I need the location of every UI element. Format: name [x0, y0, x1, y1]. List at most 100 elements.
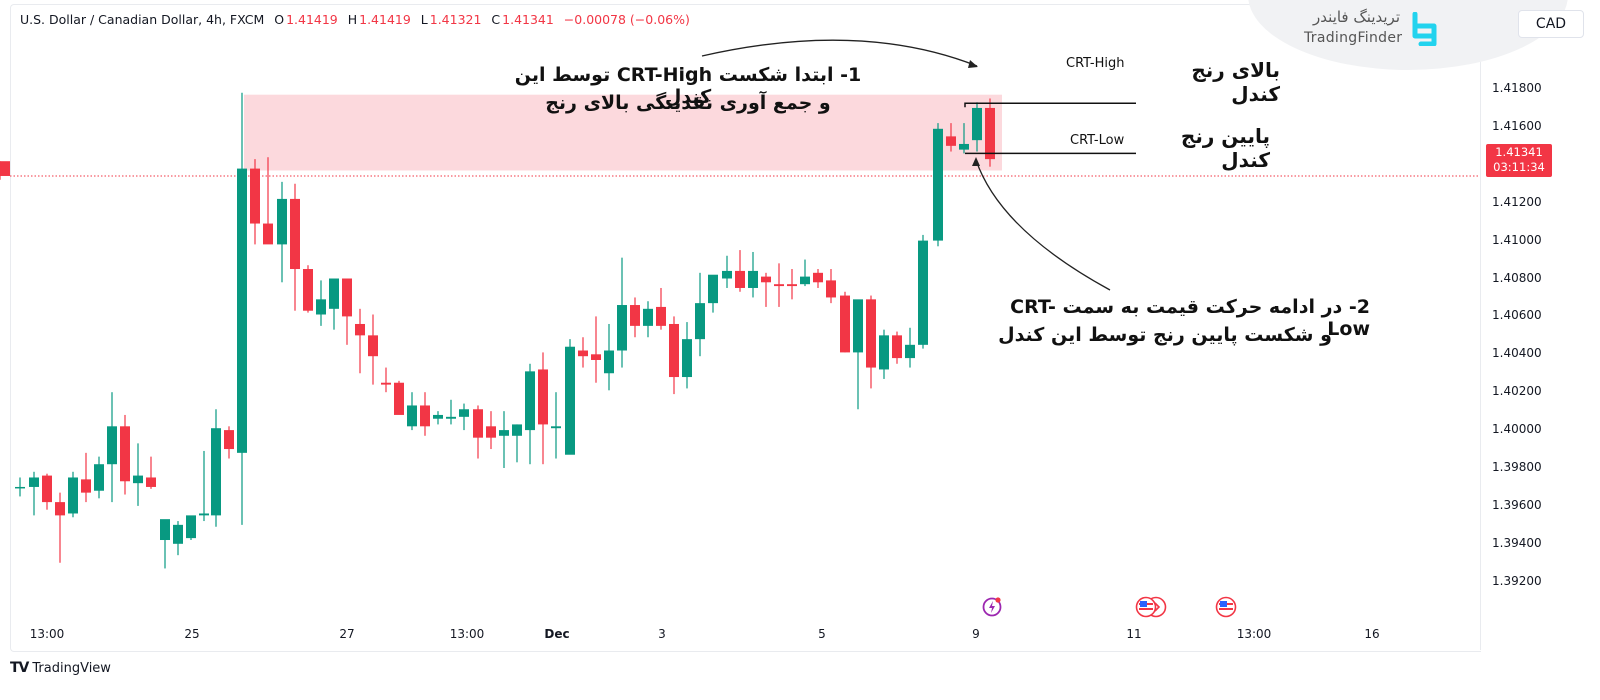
watermark-en-text: TradingFinder [1304, 30, 1403, 46]
arrow-1-head [968, 60, 978, 68]
tradingfinder-logo: تریدینگ فایندر TradingFinder [1300, 8, 1440, 48]
candle-body [840, 295, 850, 353]
event-icon-lightning[interactable] [982, 596, 1002, 617]
high-label: H [347, 12, 358, 27]
symbol-legend: U.S. Dollar / Canadian Dollar, 4h, FXCM … [20, 12, 692, 27]
candle-body [892, 335, 902, 359]
candle-body [800, 276, 810, 285]
candle-body [630, 305, 640, 326]
annotation-1-line-1: 1- ابتدا شکست CRT-High توسط این کندل [514, 64, 862, 108]
price-axis[interactable] [1480, 4, 1591, 650]
candle-body [29, 477, 39, 487]
candle-body [813, 272, 823, 283]
candle-body [565, 346, 575, 455]
candle-body [173, 524, 183, 544]
candle-body [853, 299, 863, 353]
candle-body [905, 344, 915, 359]
candle-body [250, 168, 260, 224]
candle-body [68, 477, 78, 514]
candle-body [381, 382, 391, 385]
annotation-2-line-2: و شکست پایین رنج توسط این کندل [998, 324, 1332, 346]
candle-body [459, 409, 469, 417]
candle-body [303, 269, 313, 311]
candle-body [433, 414, 443, 419]
candle-body [107, 426, 117, 465]
event-icon-us-flag-2[interactable] [1214, 596, 1237, 618]
candle-body [643, 308, 653, 326]
arrow-1-curve [701, 39, 978, 67]
candle-body [146, 477, 156, 487]
candle-body [133, 475, 143, 484]
candle-body [55, 502, 65, 516]
candle-body [787, 284, 797, 287]
y-tick-label: 1.39600 [1492, 497, 1542, 512]
annotation-1-line-2: و جمع آوری نقدینگی بالای رنج [545, 92, 831, 114]
annotation-2-line-1: 2- در ادامه حرکت قیمت به سمت CRT-Low [1010, 296, 1370, 340]
candle-body [15, 486, 25, 489]
candle-body [985, 107, 995, 160]
y-tick-label: 1.40000 [1492, 422, 1542, 437]
x-tick-label: 9 [972, 627, 980, 641]
currency-button[interactable]: CAD [1518, 10, 1584, 38]
candle-body [512, 424, 522, 436]
bar-countdown: 03:11:34 [1493, 160, 1545, 174]
candle-body [735, 270, 745, 288]
candle-body [972, 107, 982, 141]
candle-body [933, 128, 943, 241]
tradingview-logo[interactable]: TV TradingView [10, 660, 111, 676]
y-tick-label: 1.39400 [1492, 535, 1542, 550]
tradingfinder-icon [1412, 12, 1437, 46]
lightning-icon [982, 597, 1002, 617]
y-tick-label: 1.41000 [1492, 232, 1542, 247]
crt-low-label: CRT-Low [1070, 133, 1125, 148]
candle-body [682, 339, 692, 378]
candle-body [342, 278, 352, 317]
candle-body [525, 371, 535, 431]
candle-body [94, 464, 104, 491]
tradingview-icon: TV [10, 660, 29, 676]
candle-body [211, 428, 221, 516]
x-tick-label: 13:00 [29, 627, 65, 641]
x-tick-label: 27 [339, 627, 355, 641]
candle-body [748, 270, 758, 288]
x-tick-label: Dec [544, 627, 570, 641]
crt-high-fa-label: بالای رنج کندل [1191, 58, 1280, 106]
candle-body [578, 350, 588, 357]
y-tick-label: 1.41600 [1492, 118, 1542, 133]
y-tick-label: 1.39200 [1492, 573, 1542, 588]
candle-body [918, 240, 928, 345]
event-icon-us-flag-1[interactable] [1134, 596, 1174, 618]
candle-body [237, 168, 247, 453]
candle-body [708, 274, 718, 304]
y-tick-label: 1.40200 [1492, 384, 1542, 399]
candle-body [42, 475, 52, 503]
y-tick-label: 1.40800 [1492, 270, 1542, 285]
x-tick-label: 3 [658, 627, 666, 641]
candle-body [959, 143, 969, 150]
tradingview-text: TradingView [32, 660, 111, 676]
candle-body [695, 303, 705, 340]
candle-body [486, 426, 496, 438]
candle-body [224, 430, 234, 450]
candle-body [290, 198, 300, 270]
candle-body [551, 426, 561, 429]
low-label: L [420, 12, 428, 27]
candle-body [277, 198, 287, 245]
candle-body [329, 278, 339, 309]
y-tick-label: 1.41200 [1492, 194, 1542, 209]
symbol-title: U.S. Dollar / Canadian Dollar, 4h, FXCM [20, 12, 265, 27]
candle-body [407, 405, 417, 427]
candle-body [669, 323, 679, 378]
candle-body [473, 409, 483, 438]
x-tick-label: 5 [818, 627, 826, 641]
x-tick-label: 13:00 [449, 627, 485, 641]
candle-body [826, 280, 836, 298]
candle-body [774, 284, 784, 287]
candle-body [879, 335, 889, 370]
y-tick-label: 1.41800 [1492, 81, 1542, 95]
candle-body [199, 513, 209, 516]
x-tick-label: 11 [1126, 627, 1142, 641]
crt-high-label: CRT-High [1066, 56, 1125, 71]
open-label: O [274, 12, 285, 27]
